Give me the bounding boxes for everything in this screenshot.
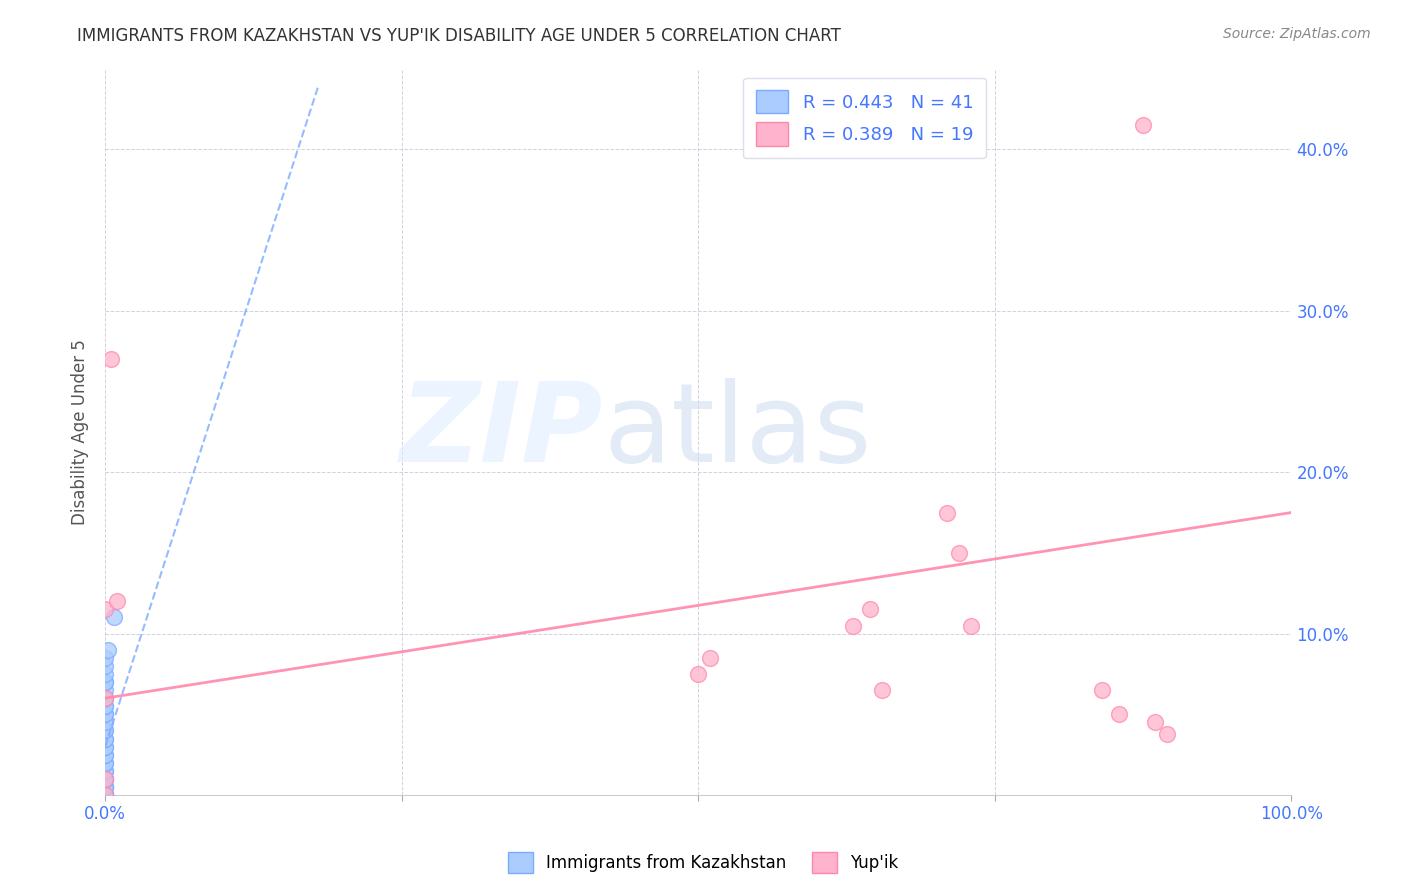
Point: [948, 546, 970, 560]
Point: [94, 788, 117, 802]
Point: [94, 788, 117, 802]
Point: [94, 788, 117, 802]
Point: [699, 650, 721, 665]
Text: atlas: atlas: [603, 378, 872, 485]
Y-axis label: Disability Age Under 5: Disability Age Under 5: [72, 339, 89, 524]
Point: [94, 707, 117, 722]
Point: [94, 691, 117, 706]
Point: [94, 699, 117, 714]
Point: [94, 788, 117, 802]
Point: [94, 659, 117, 673]
Point: [94, 747, 117, 762]
Point: [1132, 118, 1154, 132]
Point: [94, 723, 117, 738]
Point: [94, 772, 117, 786]
Point: [94, 691, 117, 706]
Text: IMMIGRANTS FROM KAZAKHSTAN VS YUP'IK DISABILITY AGE UNDER 5 CORRELATION CHART: IMMIGRANTS FROM KAZAKHSTAN VS YUP'IK DIS…: [77, 27, 841, 45]
Point: [94, 707, 117, 722]
Point: [859, 602, 882, 616]
Point: [94, 675, 117, 690]
Point: [103, 610, 125, 624]
Point: [94, 772, 117, 786]
Point: [94, 780, 117, 794]
Point: [94, 788, 117, 802]
Point: [94, 731, 117, 746]
Point: [94, 780, 117, 794]
Point: [960, 618, 983, 632]
Point: [105, 594, 128, 608]
Point: [870, 683, 893, 698]
Point: [94, 788, 117, 802]
Point: [97, 642, 120, 657]
Point: [94, 788, 117, 802]
Point: [94, 756, 117, 770]
Text: ZIP: ZIP: [399, 378, 603, 485]
Point: [1156, 727, 1178, 741]
Point: [94, 739, 117, 754]
Point: [94, 650, 117, 665]
Point: [1144, 715, 1167, 730]
Point: [94, 675, 117, 690]
Point: [94, 731, 117, 746]
Point: [94, 756, 117, 770]
Point: [94, 723, 117, 738]
Point: [94, 772, 117, 786]
Point: [94, 764, 117, 778]
Point: [94, 602, 117, 616]
Legend: Immigrants from Kazakhstan, Yup'ik: Immigrants from Kazakhstan, Yup'ik: [502, 846, 904, 880]
Point: [94, 683, 117, 698]
Point: [94, 780, 117, 794]
Point: [94, 715, 117, 730]
Point: [94, 667, 117, 681]
Point: [841, 618, 863, 632]
Point: [688, 667, 710, 681]
Point: [936, 506, 959, 520]
Point: [94, 788, 117, 802]
Point: [1108, 707, 1130, 722]
Text: Source: ZipAtlas.com: Source: ZipAtlas.com: [1223, 27, 1371, 41]
Point: [100, 352, 122, 367]
Point: [94, 747, 117, 762]
Point: [94, 699, 117, 714]
Point: [94, 764, 117, 778]
Point: [94, 739, 117, 754]
Point: [1091, 683, 1114, 698]
Point: [94, 691, 117, 706]
Point: [94, 788, 117, 802]
Point: [94, 772, 117, 786]
Legend: R = 0.443   N = 41, R = 0.389   N = 19: R = 0.443 N = 41, R = 0.389 N = 19: [742, 78, 986, 158]
